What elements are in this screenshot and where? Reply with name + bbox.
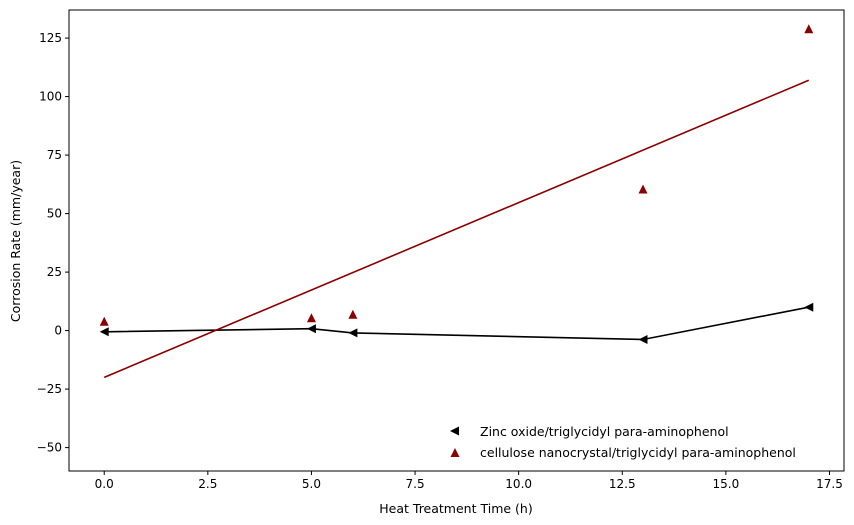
legend: Zinc oxide/triglycidyl para-aminophenol … (450, 424, 796, 460)
y-tick-label: 50 (47, 207, 62, 221)
data-point-series-1 (638, 184, 648, 194)
plot-area (68, 9, 845, 472)
x-tick-label: 0.0 (95, 477, 114, 491)
data-point-series-0 (638, 334, 648, 344)
x-axis-label: Heat Treatment Time (h) (379, 501, 532, 516)
y-axis-ticks: −50 −25 0 25 50 75 100 125 (37, 31, 69, 455)
x-tick-label: 2.5 (198, 477, 217, 491)
legend-marker-zinc-oxide (450, 426, 459, 436)
y-tick-label: 100 (39, 90, 62, 104)
data-point-series-0 (99, 327, 109, 337)
y-tick-label: 75 (47, 148, 62, 162)
x-axis-ticks: 0.0 2.5 5.0 7.5 10.0 12.5 15.0 17.5 (95, 471, 843, 491)
data-point-series-1 (99, 316, 109, 326)
x-tick-label: 7.5 (406, 477, 425, 491)
data-point-series-0 (306, 324, 316, 334)
legend-label-cellulose: cellulose nanocrystal/triglycidyl para-a… (480, 445, 796, 460)
data-point-series-0 (348, 328, 358, 338)
y-tick-label: 0 (54, 324, 62, 338)
x-tick-label: 17.5 (816, 477, 843, 491)
series-layer (99, 24, 814, 379)
trend-line-1 (103, 79, 810, 379)
data-point-series-1 (804, 24, 814, 34)
y-tick-label: 125 (39, 31, 62, 45)
data-point-series-0 (804, 302, 814, 312)
x-tick-label: 10.0 (505, 477, 532, 491)
x-tick-label: 15.0 (713, 477, 740, 491)
legend-label-zinc-oxide: Zinc oxide/triglycidyl para-aminophenol (480, 424, 729, 439)
y-tick-label: 25 (47, 265, 62, 279)
y-axis-label: Corrosion Rate (mm/year) (8, 160, 23, 322)
y-tick-label: −25 (37, 382, 62, 396)
y-tick-label: −50 (37, 441, 62, 455)
data-point-series-1 (306, 313, 316, 323)
data-point-series-1 (348, 309, 358, 319)
x-tick-label: 12.5 (609, 477, 636, 491)
legend-marker-cellulose (450, 448, 460, 457)
x-tick-label: 5.0 (302, 477, 321, 491)
